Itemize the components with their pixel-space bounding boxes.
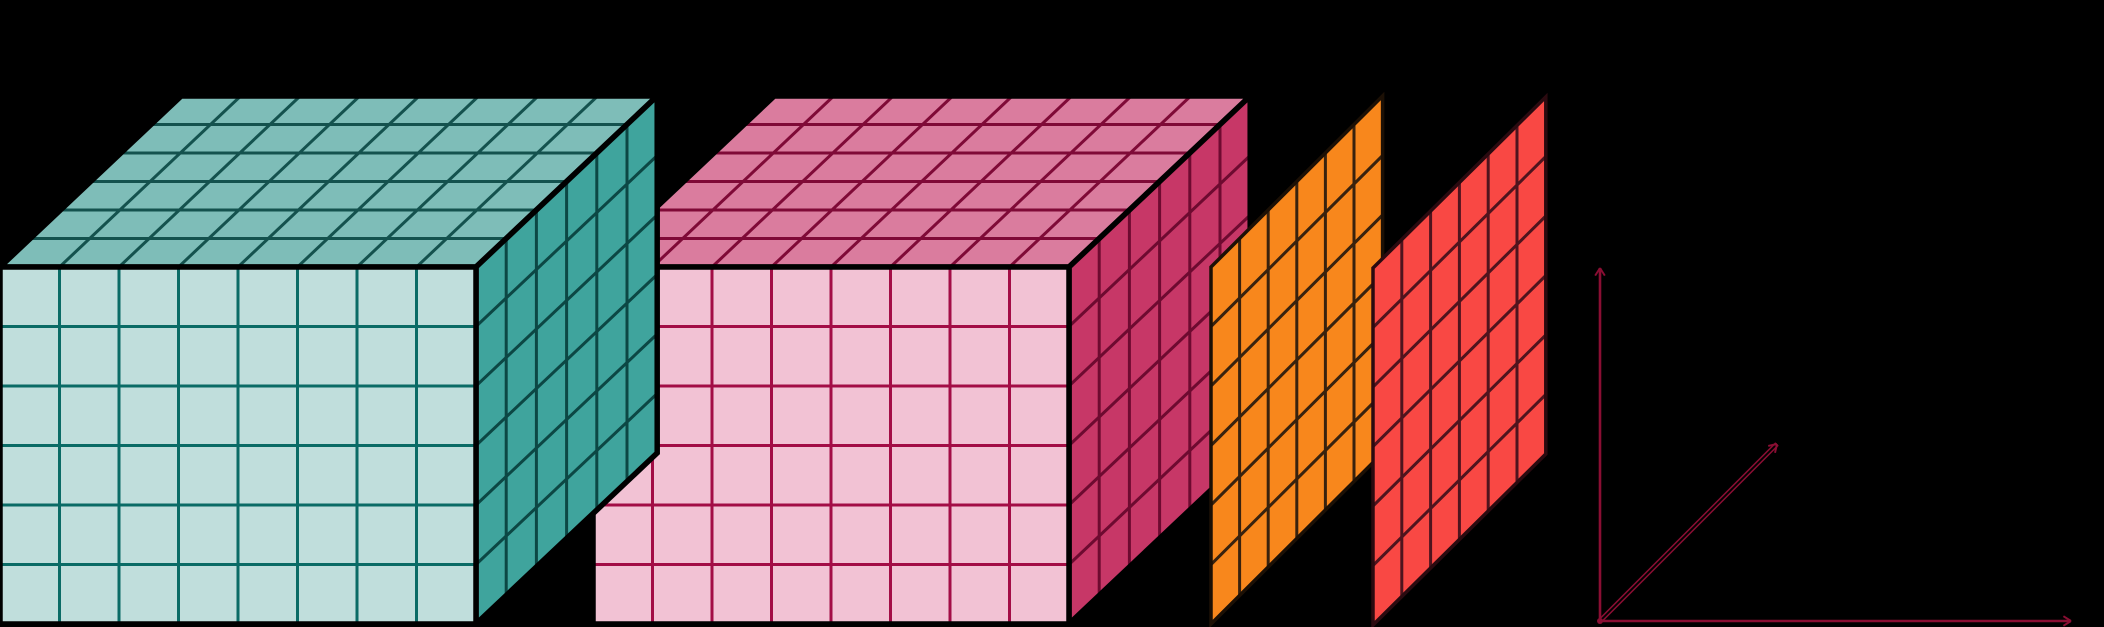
z-axis-arrowhead bbox=[1768, 443, 1778, 453]
pink-cube bbox=[586, 89, 1258, 627]
axes bbox=[1594, 267, 2072, 627]
y-axis-arrowhead bbox=[1594, 267, 1606, 277]
teal-cube bbox=[0, 89, 665, 627]
orange-sheet bbox=[1209, 91, 1385, 627]
x-axis-arrowhead bbox=[2062, 615, 2072, 627]
axes-origin-dot bbox=[1597, 618, 1603, 624]
red-sheet bbox=[1371, 92, 1548, 627]
